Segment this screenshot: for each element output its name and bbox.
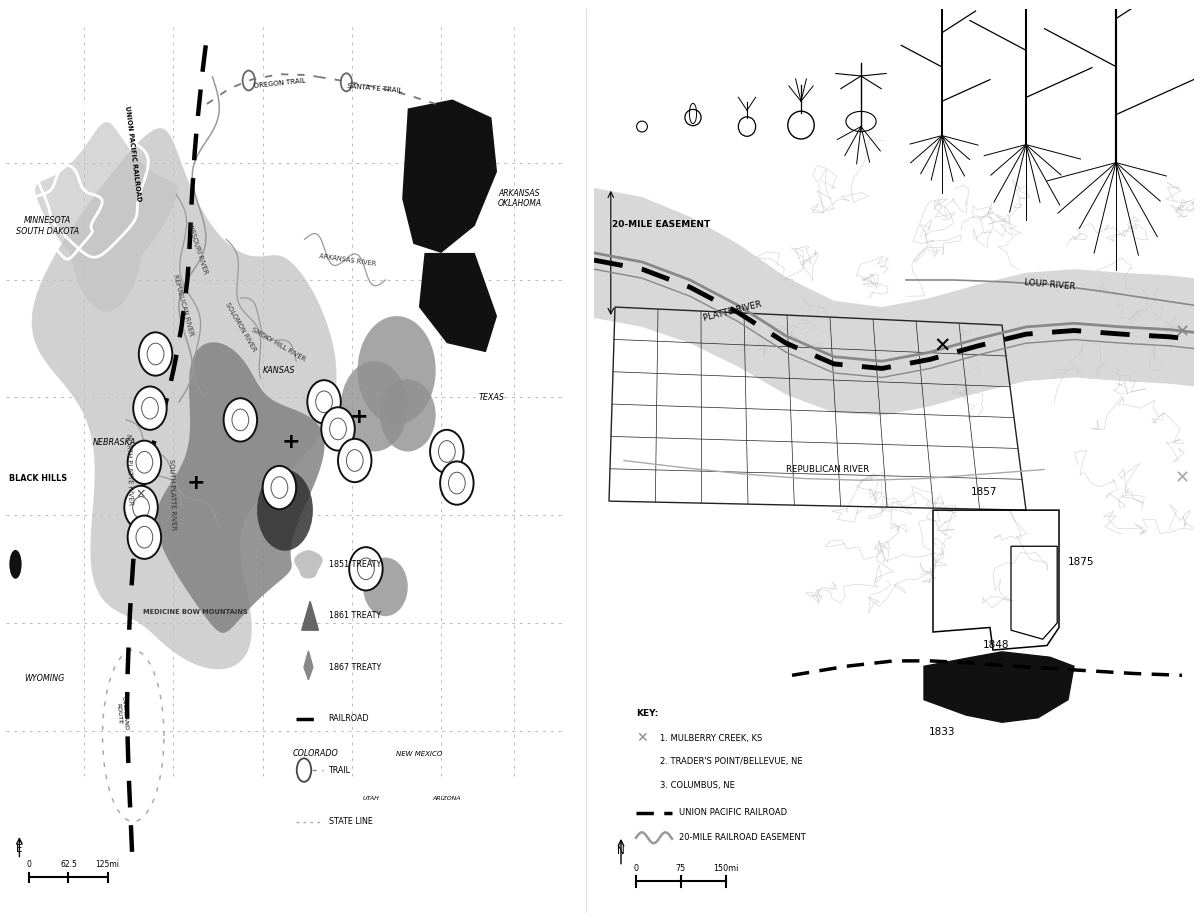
- Text: +: +: [349, 407, 368, 427]
- Ellipse shape: [133, 387, 167, 430]
- Polygon shape: [156, 343, 324, 633]
- Text: SANTA FE TRAIL: SANTA FE TRAIL: [347, 83, 402, 94]
- Ellipse shape: [440, 461, 474, 505]
- Text: REPUBLICAN RIVER: REPUBLICAN RIVER: [173, 274, 194, 337]
- Ellipse shape: [10, 550, 22, 578]
- Polygon shape: [301, 601, 318, 630]
- Text: 0: 0: [26, 860, 32, 869]
- Text: 1833: 1833: [929, 727, 955, 737]
- Ellipse shape: [341, 361, 408, 451]
- Ellipse shape: [127, 516, 161, 559]
- Text: 2. TRADER'S POINT/BELLEVUE, NE: 2. TRADER'S POINT/BELLEVUE, NE: [660, 757, 803, 766]
- Text: REPUBLICAN RIVER: REPUBLICAN RIVER: [786, 465, 870, 474]
- Text: SOUTH PLATTE RIVER: SOUTH PLATTE RIVER: [168, 459, 176, 530]
- Text: LOUP RIVER: LOUP RIVER: [1024, 278, 1076, 291]
- Text: KEY:: KEY:: [636, 709, 659, 717]
- Text: SMOKY HILL RIVER: SMOKY HILL RIVER: [251, 327, 306, 363]
- Text: NORTH PLATTE RIVER: NORTH PLATTE RIVER: [125, 434, 133, 506]
- Text: MEDICINE BOW MOUNTAINS: MEDICINE BOW MOUNTAINS: [143, 609, 248, 615]
- Text: MISSOURI RIVER: MISSOURI RIVER: [186, 222, 208, 275]
- Text: OREGON TRAIL: OREGON TRAIL: [253, 77, 306, 89]
- Polygon shape: [295, 551, 322, 577]
- Text: 75: 75: [676, 864, 686, 873]
- Ellipse shape: [430, 430, 463, 473]
- Text: TRAIL: TRAIL: [329, 765, 350, 775]
- Text: 1875: 1875: [1068, 556, 1094, 566]
- Text: 3. COLUMBUS, NE: 3. COLUMBUS, NE: [660, 781, 734, 790]
- Ellipse shape: [349, 547, 383, 590]
- Text: TEXAS: TEXAS: [479, 393, 504, 402]
- Text: ✕: ✕: [636, 731, 648, 745]
- Text: 1867 TREATY: 1867 TREATY: [329, 663, 380, 671]
- Text: 20-MILE RAILROAD EASEMENT: 20-MILE RAILROAD EASEMENT: [679, 834, 806, 843]
- Text: 62.5: 62.5: [60, 860, 77, 869]
- Text: ARIZONA: ARIZONA: [432, 797, 461, 801]
- Text: N: N: [617, 846, 625, 857]
- Text: ARKANSAS RIVER: ARKANSAS RIVER: [319, 253, 377, 267]
- Text: UNION PACIFIC RAILROAD: UNION PACIFIC RAILROAD: [125, 105, 142, 202]
- Text: OVERLAND
ROUTE: OVERLAND ROUTE: [115, 695, 128, 731]
- Polygon shape: [35, 122, 178, 311]
- Text: 0: 0: [634, 864, 638, 873]
- Text: KANSAS: KANSAS: [263, 366, 295, 375]
- Polygon shape: [594, 188, 1194, 415]
- Ellipse shape: [139, 332, 173, 376]
- Ellipse shape: [257, 470, 313, 551]
- Text: ✕: ✕: [1175, 470, 1189, 487]
- Ellipse shape: [127, 440, 161, 484]
- Text: UNION PACIFIC RAILROAD: UNION PACIFIC RAILROAD: [679, 808, 787, 817]
- Ellipse shape: [307, 380, 341, 424]
- Text: ✕: ✕: [136, 488, 146, 501]
- Polygon shape: [924, 652, 1074, 722]
- Ellipse shape: [364, 557, 408, 616]
- Polygon shape: [31, 128, 336, 670]
- Ellipse shape: [338, 438, 372, 483]
- Ellipse shape: [358, 316, 436, 425]
- Text: SOLOMON RIVER: SOLOMON RIVER: [224, 301, 257, 353]
- Polygon shape: [304, 651, 313, 680]
- Ellipse shape: [125, 485, 157, 529]
- Ellipse shape: [223, 398, 257, 441]
- Text: NEBRASKA: NEBRASKA: [94, 438, 137, 447]
- Text: ARKANSAS
OKLAHOMA: ARKANSAS OKLAHOMA: [497, 189, 541, 208]
- Text: 20-MILE EASEMENT: 20-MILE EASEMENT: [612, 219, 710, 228]
- Text: ✕: ✕: [934, 337, 950, 356]
- Ellipse shape: [380, 379, 436, 451]
- Text: MINNESOTA
SOUTH DAKOTA: MINNESOTA SOUTH DAKOTA: [17, 216, 79, 236]
- Text: +: +: [281, 433, 300, 452]
- Text: UTAH: UTAH: [364, 797, 380, 801]
- Text: 150mi: 150mi: [713, 864, 739, 873]
- Text: +: +: [186, 473, 205, 493]
- Text: 1. MULBERRY CREEK, KS: 1. MULBERRY CREEK, KS: [660, 734, 762, 743]
- Text: STATE LINE: STATE LINE: [329, 817, 372, 826]
- Text: 1861 TREATY: 1861 TREATY: [329, 612, 380, 620]
- Text: NEW MEXICO: NEW MEXICO: [396, 751, 442, 757]
- Text: 125mi: 125mi: [96, 860, 120, 869]
- Text: RAILROAD: RAILROAD: [329, 714, 370, 723]
- Text: 1851 TREATY: 1851 TREATY: [329, 560, 380, 569]
- Text: 1857: 1857: [971, 486, 997, 496]
- Text: WYOMING: WYOMING: [24, 674, 64, 683]
- Text: E: E: [16, 844, 23, 854]
- Polygon shape: [419, 253, 497, 352]
- Text: BLACK HILLS: BLACK HILLS: [10, 474, 67, 483]
- Ellipse shape: [322, 407, 355, 450]
- Text: 1848: 1848: [983, 640, 1009, 650]
- Text: PLATTE RIVER: PLATTE RIVER: [702, 300, 762, 323]
- Text: ✕: ✕: [1175, 323, 1189, 342]
- Text: COLORADO: COLORADO: [293, 750, 338, 758]
- Polygon shape: [402, 99, 497, 253]
- Ellipse shape: [263, 466, 296, 509]
